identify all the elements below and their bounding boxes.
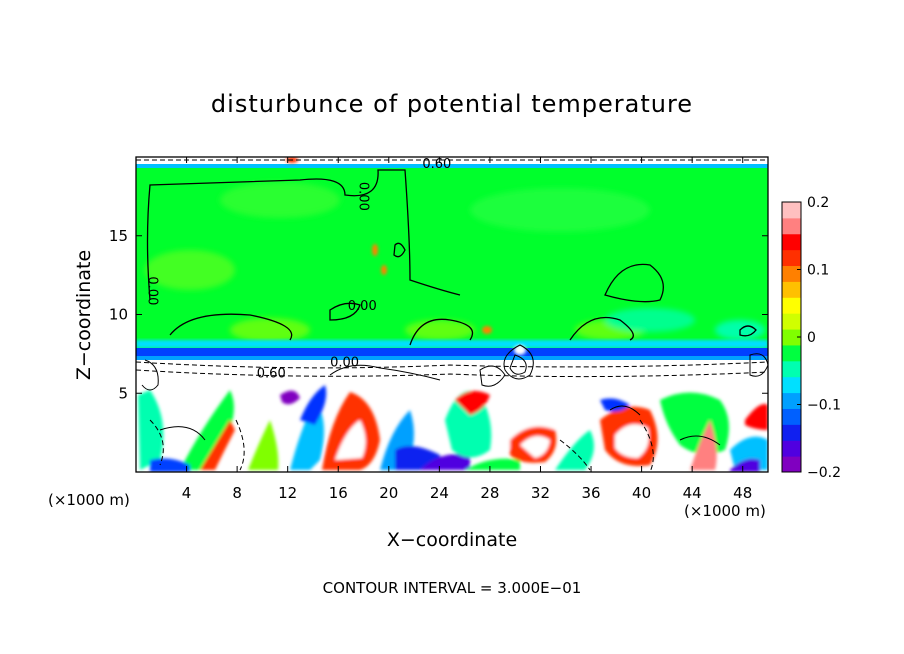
x-unit-left: (×1000 m): [48, 491, 130, 509]
colorbar-segment: [782, 456, 801, 473]
colorbar-segment: [782, 329, 801, 346]
colorbar: [781, 201, 802, 473]
field-top-layer: [136, 157, 768, 167]
y-tick-label: 5: [118, 384, 128, 402]
colorbar-segment: [782, 233, 801, 251]
colorbar-segment: [782, 217, 801, 235]
y-axis-ticks: 5 10 15: [109, 227, 768, 402]
colorbar-segment: [782, 376, 801, 394]
x-tick-label: 48: [733, 484, 752, 502]
colorbar-segment: [782, 440, 801, 457]
x-tick-label: 8: [232, 484, 242, 502]
contour-label: 0.00: [348, 299, 377, 314]
colorbar-tick-label: −0.2: [807, 465, 841, 481]
x-tick-label: 24: [430, 484, 449, 502]
contour-labels: 0.60 0.00 0.00 0.00 0.60 0.00: [145, 157, 452, 381]
x-tick-label: 28: [480, 484, 499, 502]
colorbar-segment: [782, 392, 801, 409]
colorbar-segment: [782, 424, 801, 441]
colorbar-segment: [782, 360, 801, 378]
x-tick-label: 4: [182, 484, 192, 502]
contour-label: 0.00: [356, 182, 371, 211]
y-tick-label: 15: [109, 227, 128, 245]
x-axis-title: X−coordinate: [387, 529, 517, 551]
colorbar-tick-label: −0.1: [807, 398, 841, 414]
contour-label: 0.00: [145, 276, 160, 305]
x-tick-label: 36: [581, 484, 600, 502]
colorbar-segment: [782, 202, 801, 219]
contour-interval-note: CONTOUR INTERVAL = 3.000E−01: [323, 579, 582, 597]
x-tick-label: 40: [632, 484, 651, 502]
colorbar-ticks: 0.2 0.1 0 −0.1 −0.2: [797, 195, 841, 481]
colorbar-segment: [782, 344, 801, 362]
colorbar-segment: [782, 265, 801, 282]
colorbar-tick-label: 0: [807, 330, 816, 346]
contour-label: 0.00: [330, 355, 359, 370]
x-unit-right: (×1000 m): [684, 502, 766, 520]
colorbar-segment: [782, 281, 801, 298]
x-tick-label: 32: [531, 484, 550, 502]
colorbar-segment: [782, 408, 801, 425]
field-inversion-band-blue: [136, 348, 768, 356]
y-tick-label: 10: [109, 306, 128, 324]
field-inversion-band-cyan: [136, 340, 768, 348]
y-axis-title: Z−coordinate: [73, 250, 95, 380]
contour-label: 0.60: [422, 157, 451, 172]
colorbar-tick-label: 0.2: [807, 195, 829, 211]
colorbar-segment: [782, 249, 801, 267]
x-tick-label: 16: [329, 484, 348, 502]
colorbar-segment: [782, 297, 801, 314]
x-tick-label: 12: [278, 484, 297, 502]
x-axis-ticks: 4 8 12 16 20 24 28 32 36 40 44 48: [182, 157, 752, 502]
colorbar-segment: [782, 313, 801, 330]
contour-label: 0.60: [257, 367, 286, 382]
x-tick-label: 44: [683, 484, 702, 502]
colorbar-tick-label: 0.1: [807, 263, 829, 279]
x-tick-label: 20: [379, 484, 398, 502]
chart-title: disturbunce of potential temperature: [211, 90, 693, 118]
heatmap-field: [136, 157, 768, 472]
